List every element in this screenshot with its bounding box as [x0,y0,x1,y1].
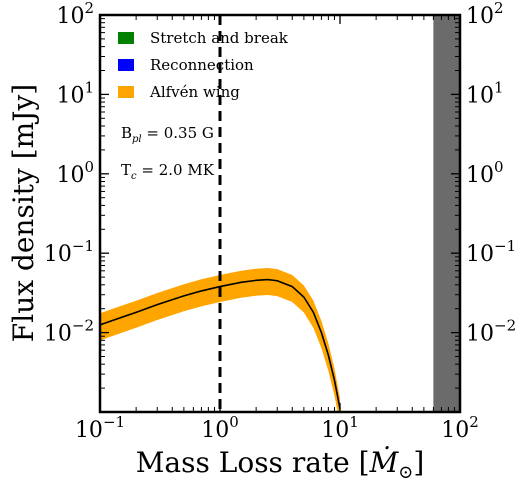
axis-ticks: 10−1 100 101 102 10−2 10−2 10−1 10−1 100 100 101 10… [44,0,516,443]
series-line-0 [100,278,341,409]
y-tick-label: 10−2 [44,317,94,347]
shaded-region [433,15,460,412]
y-tick-label-right: 101 [466,78,504,108]
y-tick-label: 101 [56,78,94,108]
x-axis-label: Mass Loss rate [Ṁ⊙] [136,446,425,483]
legend-swatch-stretch [118,32,134,44]
x-tick-label: 102 [441,413,479,443]
y-tick-label-right: 102 [466,0,504,29]
legend-label-reconnection: Reconnection [150,56,254,74]
y-axis-label: Flux density [mJy] [7,84,40,342]
x-tick-label: 101 [321,413,359,443]
y-tick-label-right: 10−1 [466,237,516,267]
legend-swatch-alfven [118,86,134,98]
legend-swatch-reconnection [118,59,134,71]
annotation-bfield: Bpl = 0.35 G [121,124,214,145]
y-tick-label: 10−1 [44,237,94,267]
x-tick-label: 100 [201,413,239,443]
y-tick-label-right: 100 [466,158,504,188]
y-tick-label: 102 [56,0,94,29]
x-tick-label: 10−1 [75,413,125,443]
legend-label-alfven: Alfvén wing [149,83,240,101]
annotation-temperature: Tc = 2.0 MK [121,161,215,182]
y-tick-label-right: 10−2 [466,317,516,347]
legend-label-stretch: Stretch and break [150,29,289,47]
y-tick-label: 100 [56,158,94,188]
plot-area [100,15,460,412]
legend: Stretch and break Reconnection Alfvén wi… [118,29,289,101]
plot-frame [98,13,462,414]
